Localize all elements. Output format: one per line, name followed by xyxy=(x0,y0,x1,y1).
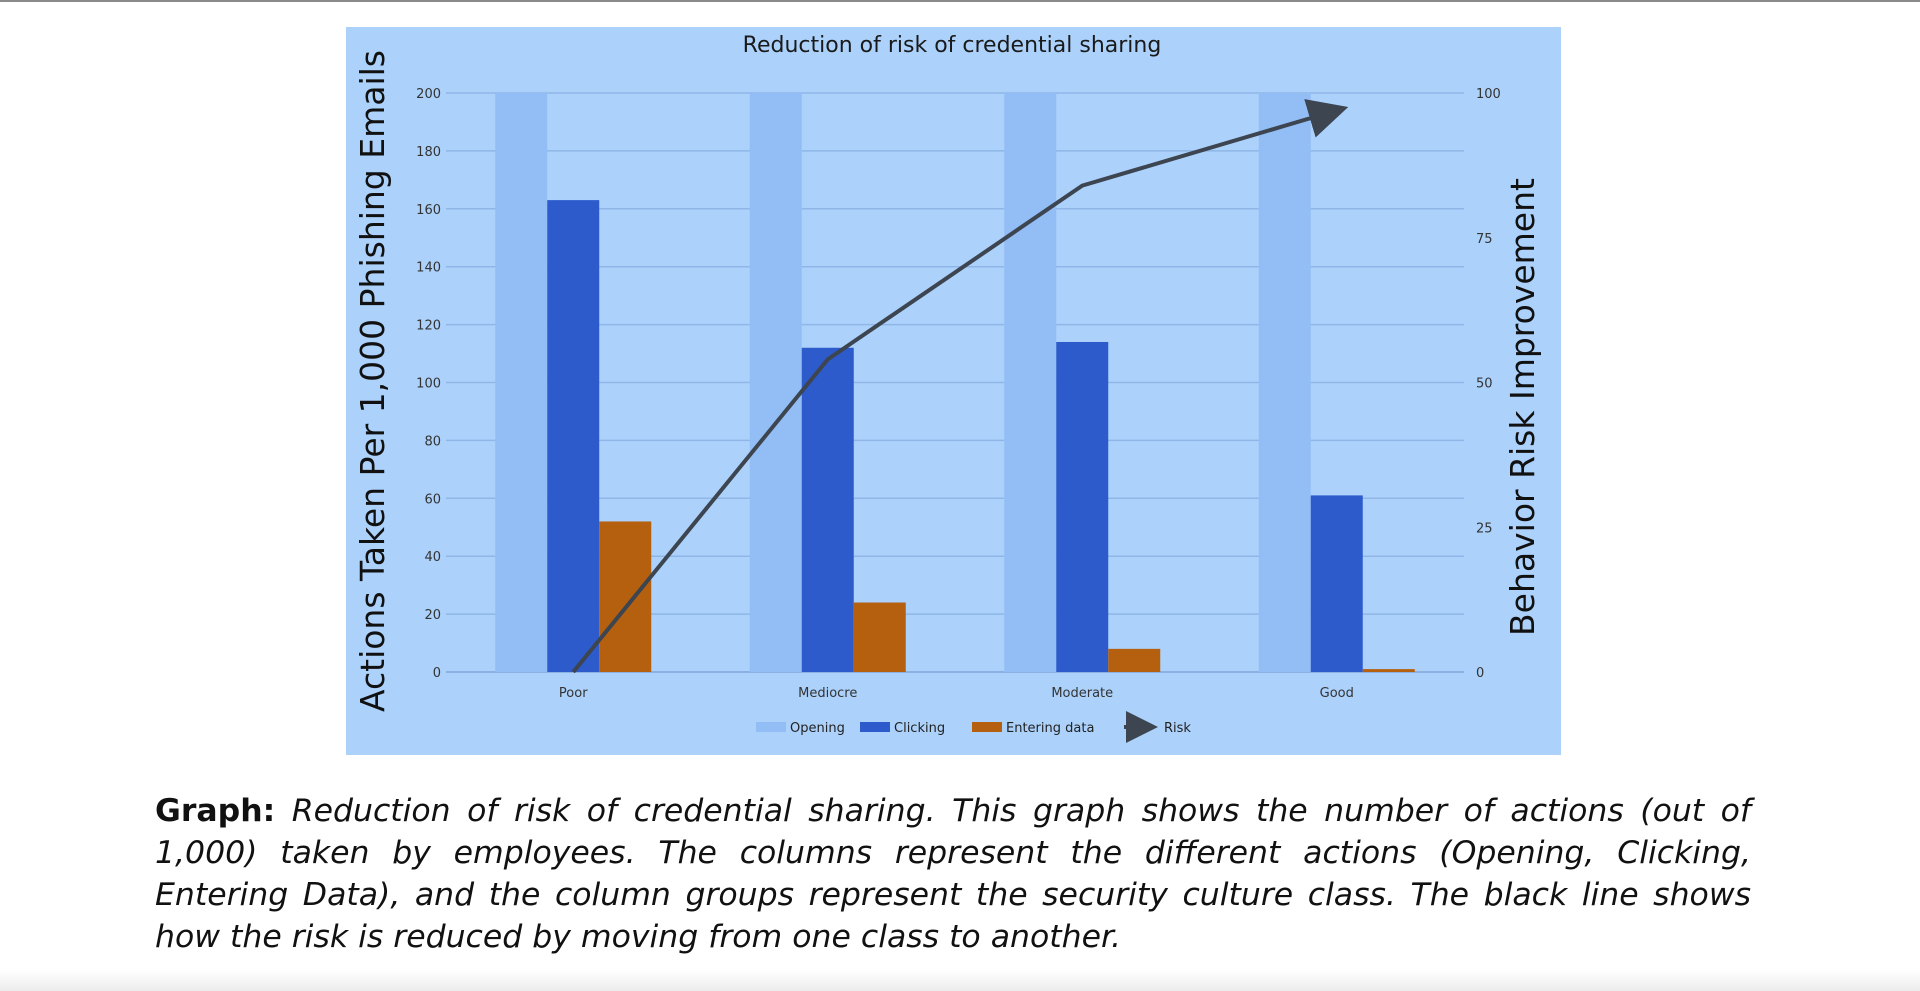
y2-tick-label: 100 xyxy=(1476,87,1501,102)
legend-label: Risk xyxy=(1164,721,1191,736)
legend-label: Entering data xyxy=(1006,721,1094,736)
chart-panel: Reduction of risk of credential sharing … xyxy=(346,27,1561,755)
y-tick-label: 160 xyxy=(416,203,441,218)
legend-label: Opening xyxy=(790,721,845,736)
y-tick-labels: 0 20 40 60 80 100 120 140 160 180 200 xyxy=(416,87,441,681)
caption-lead: Graph: xyxy=(155,793,276,829)
legend-swatch xyxy=(972,722,1002,732)
legend-swatch xyxy=(860,722,890,732)
bar-entering-data xyxy=(853,602,906,672)
bar-opening xyxy=(1004,93,1057,672)
x-tick-label: Mediocre xyxy=(798,686,857,701)
y-tick-label: 180 xyxy=(416,145,441,160)
y-tick-label: 60 xyxy=(424,492,441,507)
chart-title: Reduction of risk of credential sharing xyxy=(743,33,1162,58)
y2-tick-labels: 0 25 50 75 100 xyxy=(1476,87,1501,681)
x-tick-label: Poor xyxy=(559,686,588,701)
top-rule xyxy=(0,0,1920,2)
risk-line xyxy=(571,99,1349,674)
bar-opening xyxy=(749,93,802,672)
y-tick-label: 80 xyxy=(424,434,441,449)
bar-entering-data xyxy=(1108,648,1161,672)
bars xyxy=(495,93,1415,673)
bar-opening xyxy=(1258,93,1311,672)
y-tick-label: 200 xyxy=(416,87,441,102)
y2-tick-label: 50 xyxy=(1476,377,1493,392)
y-tick-label: 40 xyxy=(424,550,441,565)
legend: Opening Clicking Entering data Risk xyxy=(756,711,1191,743)
y2-tick-label: 0 xyxy=(1476,666,1484,681)
y2-axis-label: Behavior Risk Improvement xyxy=(1503,178,1542,636)
x-tick-label: Good xyxy=(1320,686,1354,701)
bottom-shade xyxy=(0,970,1920,991)
caption-text: Reduction of risk of credential sharing.… xyxy=(155,793,1752,955)
figure-caption: Graph: Reduction of risk of credential s… xyxy=(155,790,1751,958)
y-tick-label: 100 xyxy=(416,377,441,392)
legend-swatch xyxy=(756,722,786,732)
y-tick-label: 140 xyxy=(416,261,441,276)
chart: Reduction of risk of credential sharing … xyxy=(353,33,1542,743)
y-axis-label: Actions Taken Per 1,000 Phishing Emails xyxy=(353,50,392,712)
y2-tick-label: 25 xyxy=(1476,521,1493,536)
y2-tick-label: 75 xyxy=(1476,232,1493,247)
legend-label: Clicking xyxy=(894,721,945,736)
bar-clicking xyxy=(547,200,600,673)
x-tick-labels: Poor Mediocre Moderate Good xyxy=(559,686,1354,701)
y-tick-label: 120 xyxy=(416,319,441,334)
bar-clicking xyxy=(1056,341,1109,672)
bar-clicking xyxy=(1310,495,1363,672)
risk-line-group xyxy=(571,99,1349,674)
bar-entering-data xyxy=(1362,669,1415,672)
x-tick-label: Moderate xyxy=(1051,686,1113,701)
bar-entering-data xyxy=(599,521,652,672)
bar-opening xyxy=(495,93,548,672)
y-tick-label: 20 xyxy=(424,608,441,623)
bar-clicking xyxy=(801,347,854,672)
y-tick-label: 0 xyxy=(433,666,441,681)
